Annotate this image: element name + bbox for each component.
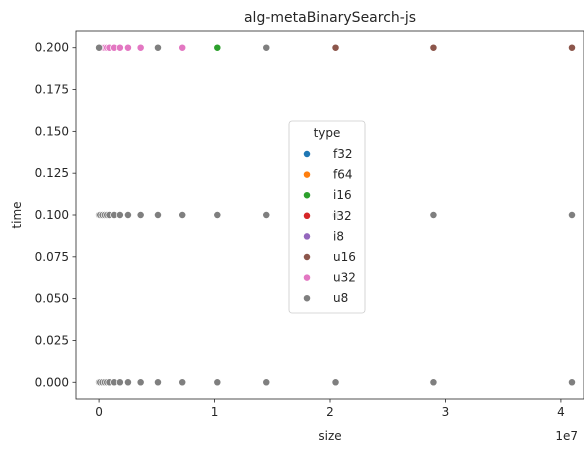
legend-title: type bbox=[314, 126, 341, 140]
y-tick-label: 0.050 bbox=[35, 292, 69, 306]
legend-label-i32: i32 bbox=[333, 209, 352, 223]
data-point-u8 bbox=[124, 211, 132, 219]
legend-marker-i16 bbox=[303, 191, 311, 200]
data-point-u8 bbox=[331, 378, 340, 387]
legend-box bbox=[288, 120, 366, 314]
y-axis-label: time bbox=[10, 201, 24, 228]
data-point-u8 bbox=[115, 211, 124, 219]
data-point-u8 bbox=[213, 378, 222, 387]
y-tick-label: 0.000 bbox=[35, 375, 69, 389]
data-point-u8 bbox=[178, 211, 187, 219]
legend-label-f64: f64 bbox=[333, 168, 353, 182]
data-point-u32 bbox=[124, 43, 132, 52]
y-tick-label: 0.100 bbox=[35, 208, 69, 222]
data-point-u32 bbox=[136, 43, 145, 52]
y-tick-label: 0.175 bbox=[35, 83, 69, 97]
data-point-u8 bbox=[213, 211, 222, 219]
data-point-u8 bbox=[124, 378, 132, 387]
data-point-u8 bbox=[136, 211, 145, 219]
data-point-u8 bbox=[154, 378, 162, 387]
data-point-u16 bbox=[429, 43, 438, 52]
legend-marker-u16 bbox=[303, 253, 311, 261]
data-point-u8 bbox=[262, 211, 271, 219]
x-axis-offset-label: 1e7 bbox=[555, 429, 578, 443]
data-point-u8 bbox=[429, 378, 438, 387]
y-tick-label: 0.125 bbox=[35, 166, 69, 180]
legend-marker-f64 bbox=[303, 170, 311, 179]
legend: type f32 f64 i16 i32 i8 u16 u32 u8 bbox=[288, 120, 366, 314]
data-point-u8 bbox=[154, 43, 162, 52]
data-point-i16 bbox=[213, 43, 222, 52]
x-tick-label: 2 bbox=[326, 405, 334, 419]
data-point-u32 bbox=[115, 43, 124, 52]
x-tick-label: 0 bbox=[95, 405, 103, 419]
legend-marker-i32 bbox=[303, 211, 311, 220]
legend-marker-u32 bbox=[303, 273, 311, 282]
data-point-u8 bbox=[262, 43, 271, 52]
data-points bbox=[95, 43, 576, 387]
data-point-u8 bbox=[115, 378, 124, 387]
legend-marker-i8 bbox=[303, 232, 311, 241]
legend-marker-u8 bbox=[303, 294, 311, 303]
data-point-u16 bbox=[331, 43, 340, 52]
data-point-u8 bbox=[95, 43, 104, 52]
x-axis-label: size bbox=[318, 429, 341, 443]
y-tick-label: 0.025 bbox=[35, 333, 69, 347]
legend-label-f32: f32 bbox=[333, 147, 353, 161]
data-point-u32 bbox=[178, 43, 187, 52]
legend-label-i16: i16 bbox=[333, 188, 352, 202]
x-tick-label: 4 bbox=[557, 405, 565, 419]
data-point-u16 bbox=[568, 43, 576, 52]
data-point-u8 bbox=[154, 211, 162, 219]
data-point-u8 bbox=[262, 378, 271, 387]
legend-label-u8: u8 bbox=[333, 291, 348, 305]
data-point-u8 bbox=[178, 378, 187, 387]
data-point-u8 bbox=[568, 211, 576, 219]
chart-title: alg-metaBinarySearch-js bbox=[244, 10, 416, 26]
x-tick-label: 3 bbox=[442, 405, 450, 419]
y-axis: 0.000 0.025 0.050 0.075 0.100 0.125 0.150 0.175… bbox=[35, 41, 76, 389]
data-point-u8 bbox=[136, 378, 145, 387]
data-point-u8 bbox=[568, 378, 576, 387]
legend-label-u32: u32 bbox=[333, 271, 356, 285]
x-axis: 0 1 2 3 4 bbox=[95, 399, 565, 419]
y-tick-label: 0.200 bbox=[35, 41, 69, 55]
legend-marker-f32 bbox=[303, 150, 311, 158]
y-tick-label: 0.150 bbox=[35, 124, 69, 138]
y-tick-label: 0.075 bbox=[35, 250, 69, 264]
legend-label-u16: u16 bbox=[333, 250, 356, 264]
legend-label-i8: i8 bbox=[333, 229, 344, 243]
data-point-u8 bbox=[429, 211, 438, 219]
x-tick-label: 1 bbox=[211, 405, 219, 419]
